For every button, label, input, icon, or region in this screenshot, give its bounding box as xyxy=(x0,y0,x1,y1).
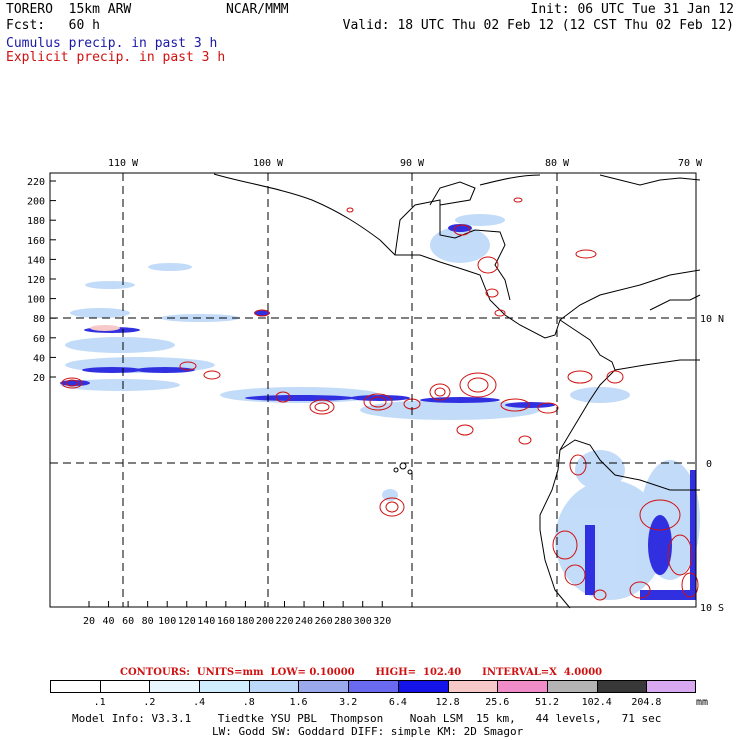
left-tick-label: 220 xyxy=(27,177,45,188)
colorbar-label: 204.8 xyxy=(631,697,662,708)
bottom-tick-label: 60 xyxy=(122,616,134,627)
bottom-tick-label: 200 xyxy=(256,616,274,627)
left-tick-label: 20 xyxy=(33,373,45,384)
colorbar-label: .4 xyxy=(193,697,206,708)
colorbar-swatch xyxy=(298,680,349,693)
colorbar-swatch xyxy=(596,680,647,693)
bottom-tick-label: 220 xyxy=(275,616,293,627)
left-tick-label: 100 xyxy=(27,295,45,306)
contours-info: CONTOURS: UNITS=mm LOW= 0.10000 HIGH= 10… xyxy=(120,667,603,678)
left-tick-label: 160 xyxy=(27,236,45,247)
colorbar-label: 1.6 xyxy=(289,697,308,708)
model-info-line2: LW: Godd SW: Goddard DIFF: simple KM: 2D… xyxy=(212,725,524,738)
bottom-tick-label: 240 xyxy=(295,616,313,627)
colorbar-label: .8 xyxy=(242,697,255,708)
right-lat-label: 10 S xyxy=(700,603,724,614)
bottom-tick-label: 320 xyxy=(373,616,391,627)
explicit-precip-contours xyxy=(61,197,699,601)
colorbar-label: 102.4 xyxy=(581,697,612,708)
bottom-tick-label: 40 xyxy=(103,616,115,627)
colorbar-label: 51.2 xyxy=(534,697,560,708)
colorbar-swatch xyxy=(99,680,150,693)
bottom-tick-label: 80 xyxy=(142,616,154,627)
colorbar-swatch xyxy=(348,680,398,693)
init-time: Init: 06 UTC Tue 31 Jan 12 xyxy=(530,2,735,17)
bottom-tick-label: 180 xyxy=(236,616,254,627)
left-tick-label: 120 xyxy=(27,275,45,286)
colorbar-swatch xyxy=(497,680,547,693)
legend-explicit: Explicit precip. in past 3 h xyxy=(6,50,226,65)
left-tick-label: 40 xyxy=(33,353,45,364)
map-frame xyxy=(49,172,697,608)
top-lon-label: 110 W xyxy=(108,158,139,169)
right-latitude-labels: 10 N 0 10 S xyxy=(700,314,724,614)
model-info-line1: Model Info: V3.3.1 Tiedtke YSU PBL Thomp… xyxy=(72,712,662,725)
colorbar-swatch xyxy=(199,680,249,693)
bottom-tick-label: 100 xyxy=(158,616,176,627)
colorbar-label: 12.8 xyxy=(435,697,460,708)
left-tick-label: 200 xyxy=(27,197,45,208)
top-longitude-labels: 110 W 100 W 90 W 80 W 70 W xyxy=(108,158,703,169)
colorbar-swatch xyxy=(646,680,696,693)
forecast-hour: Fcst: 60 h xyxy=(6,18,100,33)
colorbar xyxy=(50,680,696,693)
model-title: TORERO 15km ARW xyxy=(6,2,132,17)
colorbar-label: .2 xyxy=(143,697,156,708)
right-lat-label: 10 N xyxy=(700,314,724,325)
bottom-tick-label: 140 xyxy=(197,616,215,627)
bottom-tick-label: 280 xyxy=(334,616,352,627)
bottom-tick-label: 260 xyxy=(315,616,333,627)
valid-time: Valid: 18 UTC Thu 02 Feb 12 (12 CST Thu … xyxy=(342,18,734,33)
bottom-axis-ticks: 20 40 60 80 100 120 140 160 180 200 220 240 260 280 30… xyxy=(83,601,391,627)
cumulus-precip-heavy xyxy=(60,224,696,600)
legend-cumulus: Cumulus precip. in past 3 h xyxy=(6,36,218,51)
top-lon-label: 80 W xyxy=(545,158,570,169)
colorbar-swatch xyxy=(447,680,498,693)
colorbar-label: 25.6 xyxy=(485,697,510,708)
colorbar-swatch xyxy=(149,680,200,693)
colorbar-swatch xyxy=(248,680,299,693)
colorbar-label: 3.2 xyxy=(339,697,358,708)
right-lat-label: 0 xyxy=(706,459,712,470)
colorbar-label: .1 xyxy=(93,697,106,708)
left-tick-label: 60 xyxy=(33,334,45,345)
lat-lon-grid xyxy=(50,173,696,607)
left-tick-label: 80 xyxy=(33,314,45,325)
colorbar-label: 6.4 xyxy=(388,697,407,708)
left-tick-label: 140 xyxy=(27,255,45,266)
left-tick-label: 180 xyxy=(27,216,45,227)
colorbar-swatch xyxy=(50,680,100,693)
bottom-tick-label: 20 xyxy=(83,616,95,627)
colorbar-swatch xyxy=(397,680,448,693)
coastlines xyxy=(213,173,701,609)
bottom-tick-label: 120 xyxy=(178,616,196,627)
org-label: NCAR/MMM xyxy=(226,2,289,17)
top-lon-label: 100 W xyxy=(253,158,284,169)
colorbar-unit: mm xyxy=(696,697,709,708)
explicit-precip-heavy xyxy=(90,325,120,331)
colorbar-swatch xyxy=(546,680,597,693)
bottom-tick-label: 300 xyxy=(354,616,372,627)
bottom-tick-label: 160 xyxy=(217,616,235,627)
left-axis-ticks: 220 200 180 160 140 120 100 80 60 40 20 xyxy=(27,177,56,384)
top-lon-label: 70 W xyxy=(678,158,703,169)
top-lon-label: 90 W xyxy=(400,158,425,169)
